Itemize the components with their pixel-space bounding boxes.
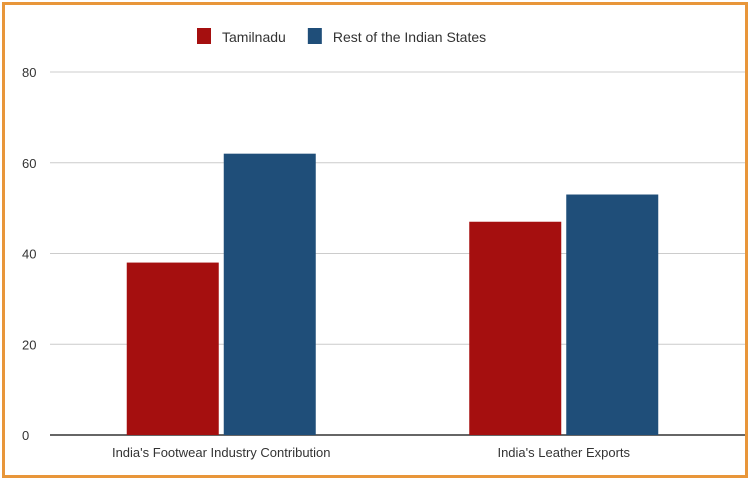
chart-frame <box>2 2 748 478</box>
bar-rest-of-the-indian-states-1 <box>566 194 659 435</box>
legend-label: Rest of the Indian States <box>333 29 486 45</box>
x-tick-label: India's Footwear Industry Contribution <box>112 445 331 460</box>
x-tick-label: India's Leather Exports <box>497 445 630 460</box>
y-tick-label: 40 <box>22 247 36 262</box>
y-tick-label: 60 <box>22 156 36 171</box>
bar-tamilnadu-1 <box>469 221 562 435</box>
legend-swatch <box>307 28 322 44</box>
legend-label: Tamilnadu <box>222 29 286 45</box>
y-tick-label: 0 <box>22 428 29 443</box>
bar-rest-of-the-indian-states-0 <box>223 153 316 436</box>
bar-tamilnadu-0 <box>126 262 219 435</box>
y-tick-label: 80 <box>22 65 36 80</box>
y-tick-label: 20 <box>22 337 36 352</box>
legend-swatch <box>197 28 211 44</box>
